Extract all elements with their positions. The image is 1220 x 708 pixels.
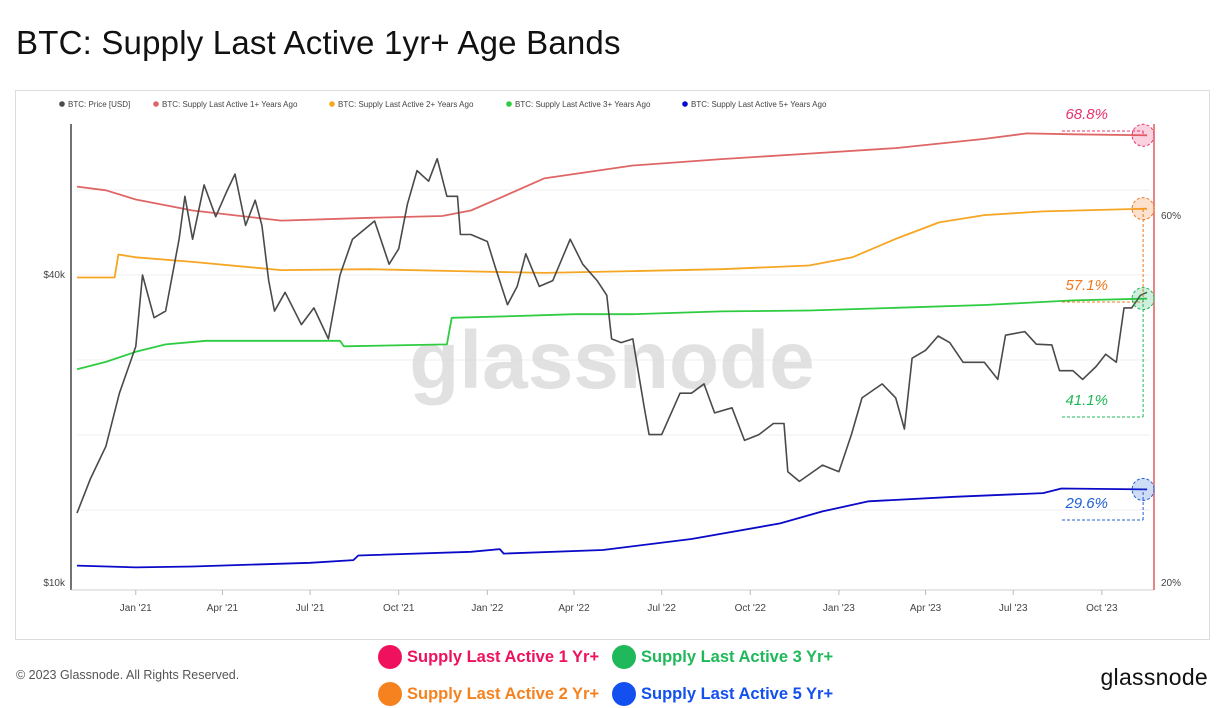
page-title: BTC: Supply Last Active 1yr+ Age Bands bbox=[16, 24, 621, 61]
annotation-3y: 41.1% bbox=[1062, 287, 1155, 418]
supply-2y-line bbox=[77, 207, 1148, 279]
x-tick-label: Jul '22 bbox=[647, 603, 676, 614]
legend-dot-icon bbox=[378, 645, 402, 669]
x-tick-label: Jul '21 bbox=[296, 603, 325, 614]
bottom-legend: Supply Last Active 1 Yr+ Supply Last Acti… bbox=[378, 645, 858, 707]
top-legend: BTC: Price [USD] BTC: Supply Last Active … bbox=[59, 100, 827, 109]
legend-label: BTC: Price [USD] bbox=[68, 100, 130, 109]
bottom-legend-item: Supply Last Active 5 Yr+ bbox=[612, 682, 833, 706]
x-tick-label: Oct '22 bbox=[735, 603, 767, 614]
annotations: 68.8% 57.1% 41.1% 29.6% bbox=[1062, 106, 1155, 521]
bottom-legend-item: Supply Last Active 2 Yr+ bbox=[378, 682, 599, 706]
axes: Jan '21 Apr '21 Jul '21 Oct '21 Jan '22 Apr '… bbox=[43, 124, 1181, 614]
y-left-tick-label: $10k bbox=[43, 578, 66, 589]
y-right-tick-label: 60% bbox=[1161, 211, 1181, 222]
annotation-3y-marker bbox=[1131, 287, 1155, 311]
price-line bbox=[76, 157, 1148, 514]
annotation-1y-marker bbox=[1131, 123, 1155, 147]
annotation-2y: 57.1% bbox=[1062, 197, 1155, 303]
legend-swatch bbox=[682, 101, 688, 107]
legend-swatch bbox=[59, 101, 65, 107]
copyright-text: © 2023 Glassnode. All Rights Reserved. bbox=[16, 668, 240, 682]
bottom-legend-item: Supply Last Active 3 Yr+ bbox=[612, 645, 833, 669]
chart-frame bbox=[15, 90, 1210, 640]
bottom-legend-label: Supply Last Active 3 Yr+ bbox=[641, 647, 834, 666]
annotation-5y: 29.6% bbox=[1062, 477, 1155, 521]
x-tick-label: Oct '21 bbox=[383, 603, 415, 614]
bottom-legend-label: Supply Last Active 2 Yr+ bbox=[407, 684, 600, 703]
x-tick-label: Apr '23 bbox=[910, 603, 942, 614]
annotation-5y-label: 29.6% bbox=[1064, 495, 1108, 512]
annotation-2y-marker bbox=[1131, 197, 1155, 221]
y-left-tick-label: $40k bbox=[43, 270, 66, 281]
legend-dot-icon bbox=[612, 682, 636, 706]
x-tick-label: Jul '23 bbox=[999, 603, 1028, 614]
x-tick-label: Oct '23 bbox=[1086, 603, 1118, 614]
legend-swatch bbox=[153, 101, 159, 107]
annotation-3y-label: 41.1% bbox=[1065, 392, 1108, 409]
annotation-1y-label: 68.8% bbox=[1065, 106, 1108, 123]
supply-3y-line bbox=[76, 297, 1148, 371]
legend-dot-icon bbox=[378, 682, 402, 706]
legend-label: BTC: Supply Last Active 5+ Years Ago bbox=[691, 100, 827, 109]
annotation-2y-label: 57.1% bbox=[1065, 277, 1108, 294]
x-tick-label: Jan '22 bbox=[471, 603, 503, 614]
legend-label: BTC: Supply Last Active 2+ Years Ago bbox=[338, 100, 474, 109]
x-tick-label: Apr '21 bbox=[207, 603, 239, 614]
y-right-tick-label: 20% bbox=[1161, 578, 1181, 589]
supply-5y-line bbox=[76, 487, 1148, 569]
brand-logo: glassnode bbox=[1100, 664, 1208, 690]
bottom-legend-label: Supply Last Active 1 Yr+ bbox=[407, 647, 600, 666]
bottom-legend-item: Supply Last Active 1 Yr+ bbox=[378, 645, 599, 669]
annotation-5y-marker bbox=[1131, 477, 1155, 501]
x-tick-label: Apr '22 bbox=[558, 603, 590, 614]
supply-1y-line bbox=[76, 132, 1148, 222]
gridlines bbox=[77, 189, 1150, 511]
bottom-legend-label: Supply Last Active 5 Yr+ bbox=[641, 684, 834, 703]
legend-dot-icon bbox=[612, 645, 636, 669]
x-tick-label: Jan '23 bbox=[823, 603, 855, 614]
x-tick-label: Jan '21 bbox=[120, 603, 152, 614]
legend-swatch bbox=[506, 101, 512, 107]
annotation-1y: 68.8% bbox=[1062, 106, 1155, 147]
watermark: glassnode bbox=[409, 315, 815, 406]
legend-label: BTC: Supply Last Active 1+ Years Ago bbox=[162, 100, 298, 109]
series-layer bbox=[76, 132, 1148, 569]
legend-label: BTC: Supply Last Active 3+ Years Ago bbox=[515, 100, 651, 109]
legend-swatch bbox=[329, 101, 335, 107]
